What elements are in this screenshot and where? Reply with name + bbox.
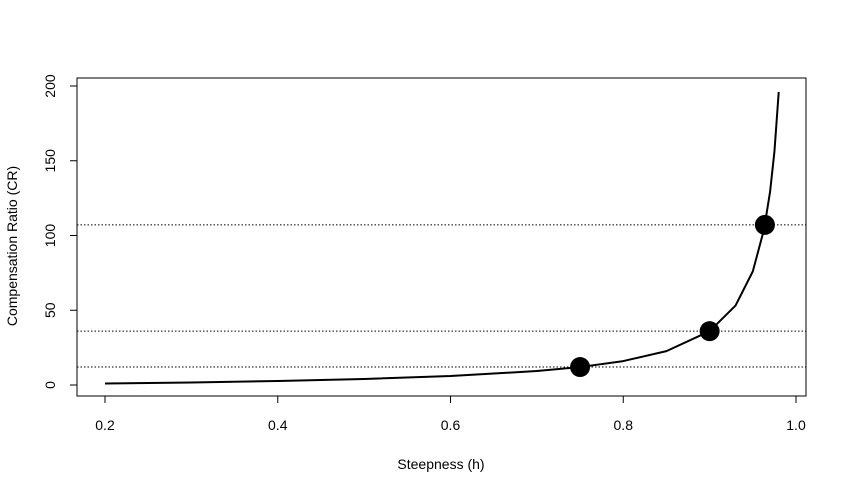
y-tick-label: 50 — [42, 302, 58, 318]
x-tick-label: 1.0 — [786, 417, 806, 433]
y-tick-label: 200 — [42, 74, 58, 98]
x-tick-label: 0.6 — [441, 417, 461, 433]
data-point — [570, 357, 591, 378]
x-axis-label: Steepness (h) — [397, 456, 484, 472]
reference-lines — [77, 224, 806, 368]
data-point — [699, 321, 720, 342]
x-tick-label: 0.4 — [268, 417, 288, 433]
plot-frame — [76, 77, 807, 397]
x-tick-label: 0.8 — [614, 417, 634, 433]
points-layer — [570, 214, 775, 378]
y-tick-label: 100 — [42, 224, 58, 248]
curve-layer — [104, 91, 780, 385]
x-tick-label: 0.2 — [95, 417, 115, 433]
data-point — [754, 214, 775, 235]
y-axis: 0 50 100 150 200 — [42, 74, 78, 389]
y-tick-label: 150 — [42, 149, 58, 173]
y-axis-label: Compensation Ratio (CR) — [4, 166, 20, 326]
y-tick-label: 0 — [42, 381, 58, 389]
x-axis: 0.2 0.4 0.6 0.8 1.0 — [95, 395, 806, 433]
curve-line — [104, 91, 780, 385]
